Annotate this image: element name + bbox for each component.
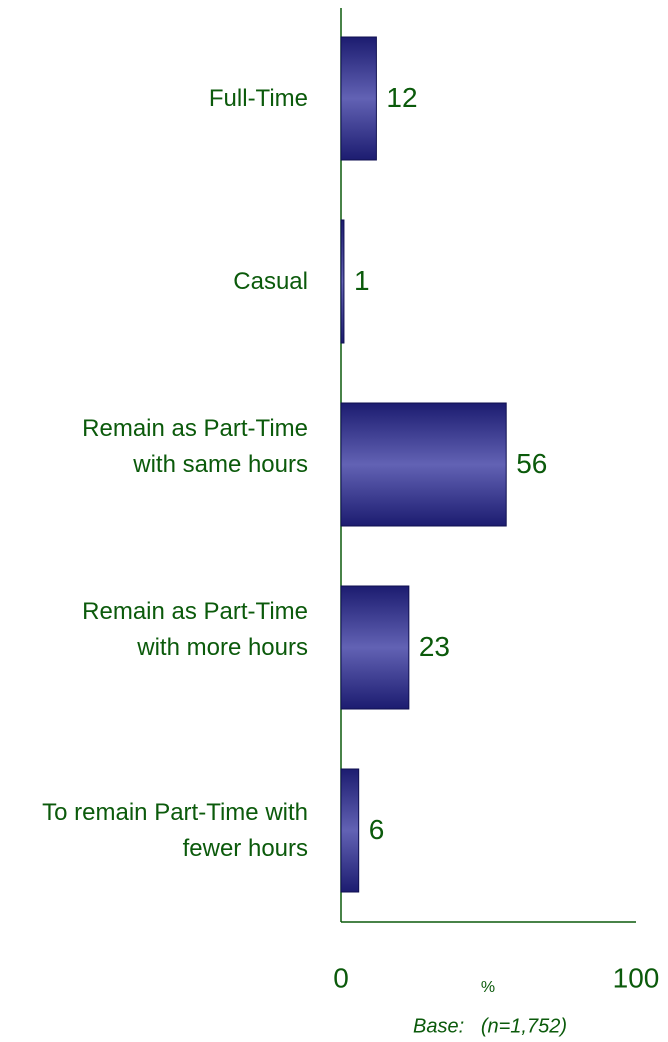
x-tick-label: 0 xyxy=(333,962,349,993)
category-label: Remain as Part-Time with more hours xyxy=(82,597,308,661)
category-label: Remain as Part-Time with same hours xyxy=(82,414,308,478)
category-label: To remain Part-Time with fewer hours xyxy=(42,798,308,862)
value-label: 56 xyxy=(516,448,547,479)
category-label: Casual xyxy=(233,267,308,295)
value-label: 6 xyxy=(369,814,385,845)
base-note: Base: (n=1,752) xyxy=(413,1015,567,1037)
bar xyxy=(340,36,377,161)
value-label: 12 xyxy=(386,82,417,113)
category-label: Full-Time xyxy=(208,84,308,112)
x-axis-label: % xyxy=(481,979,495,996)
x-tick-label: 100 xyxy=(613,962,660,993)
value-label: 1 xyxy=(354,265,370,296)
bar xyxy=(340,768,360,893)
value-label: 23 xyxy=(419,631,450,662)
bar xyxy=(340,219,345,344)
bar xyxy=(340,585,410,710)
bar xyxy=(340,402,507,527)
